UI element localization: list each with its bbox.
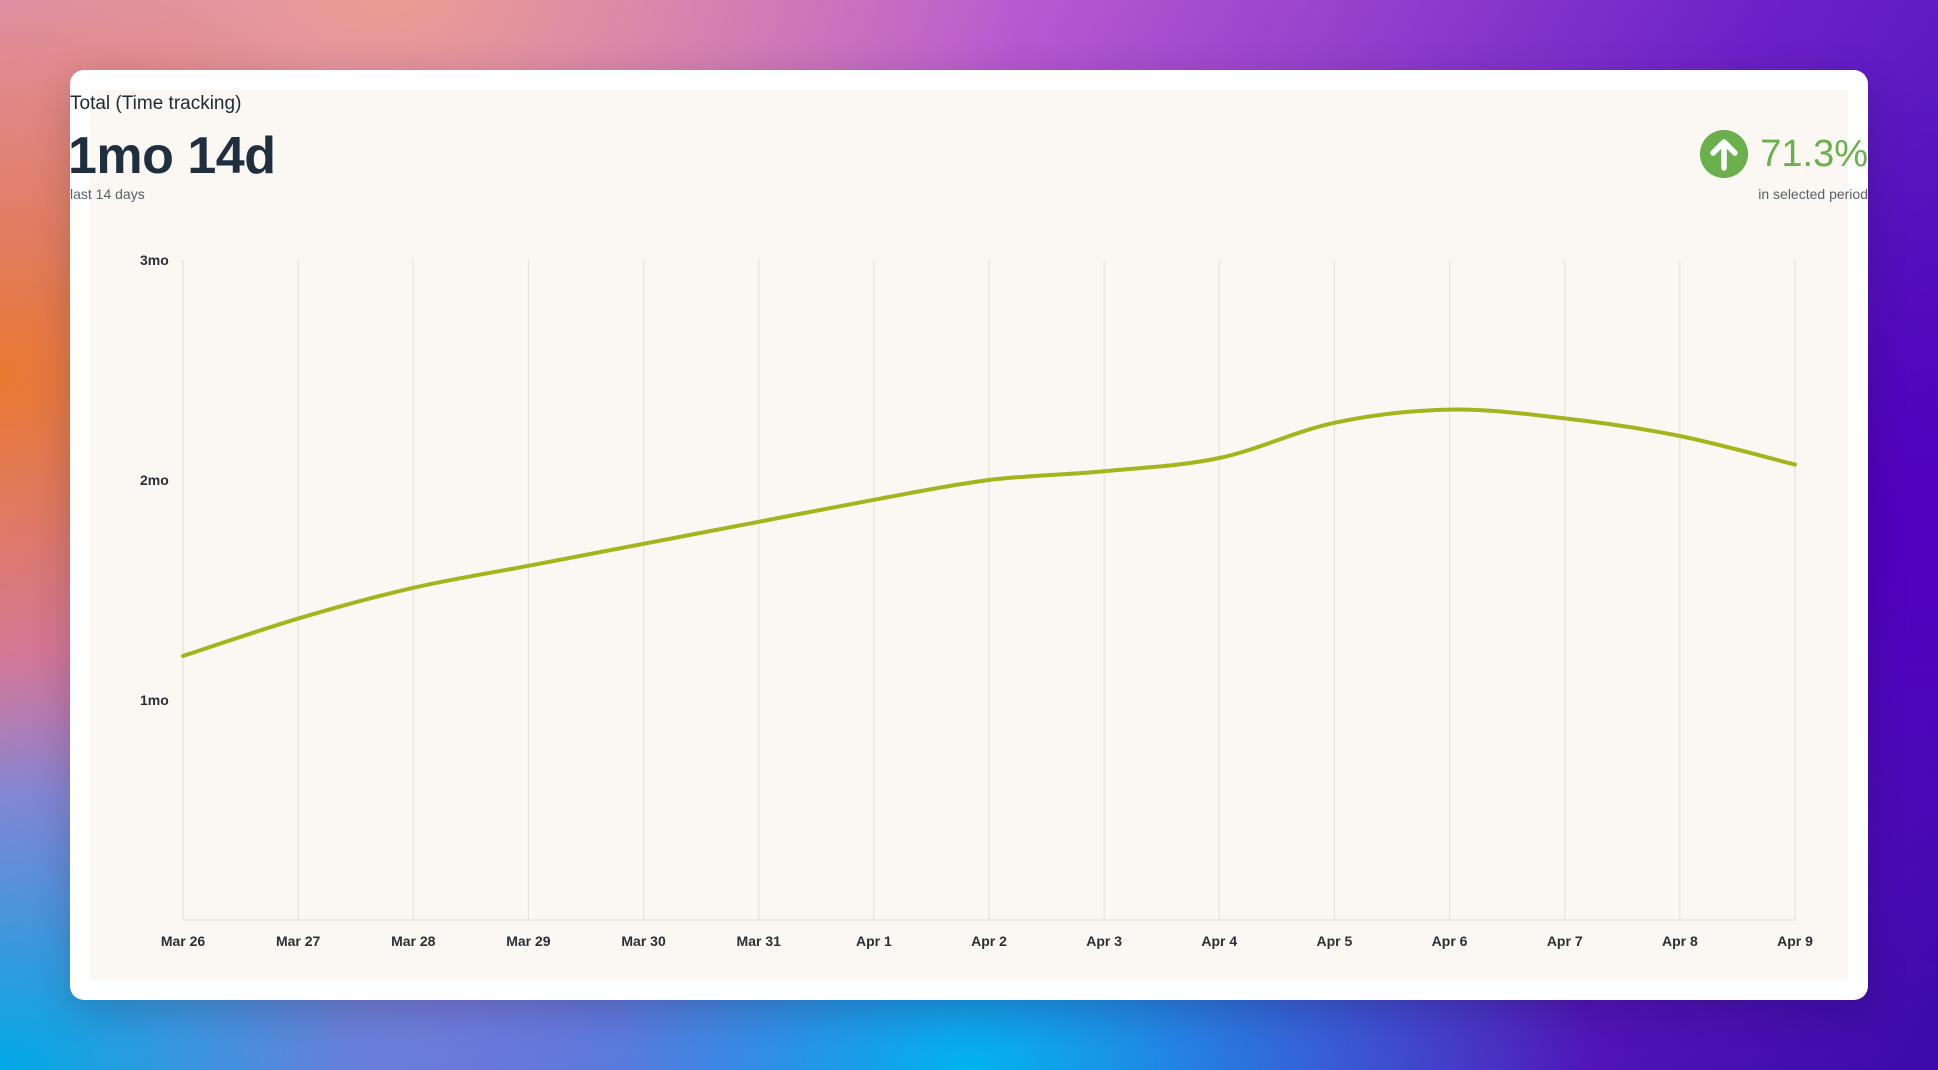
data-point[interactable] [756,519,762,525]
data-point[interactable] [871,497,877,503]
change-percent: 71.3% [1760,132,1868,175]
data-point[interactable] [986,477,992,483]
data-point[interactable] [1792,462,1798,468]
x-tick-label: Mar 28 [391,933,436,949]
x-tick-label: Apr 4 [1201,933,1237,949]
y-tick-label: 2mo [140,472,169,488]
data-point[interactable] [1677,433,1683,439]
data-point[interactable] [1101,468,1107,474]
change-indicator: 71.3% [1700,130,1868,178]
x-tick-label: Apr 1 [856,933,892,949]
x-tick-label: Mar 30 [621,933,666,949]
data-point[interactable] [1562,415,1568,421]
x-tick-label: Apr 8 [1662,933,1698,949]
chart-card [70,70,1868,1000]
chart-panel [90,90,1848,980]
series-layer [180,407,1798,659]
x-tick-label: Apr 2 [971,933,1007,949]
change-caption: in selected period [1758,186,1868,202]
arrow-up-icon [1700,130,1749,178]
y-tick-label: 3mo [140,252,169,268]
data-point[interactable] [295,616,301,622]
data-point[interactable] [1331,420,1337,426]
x-tick-label: Apr 3 [1086,933,1122,949]
data-point[interactable] [641,541,647,547]
data-point[interactable] [1216,455,1222,461]
metric-title: Total (Time tracking) [70,93,242,114]
metric-value: 1mo 14d [68,127,276,185]
x-tick-label: Mar 29 [506,933,551,949]
grid-lines [182,260,1796,921]
data-point[interactable] [1447,407,1453,413]
x-tick-label: Mar 26 [161,933,206,949]
x-tick-label: Apr 6 [1432,933,1468,949]
x-tick-label: Apr 7 [1547,933,1583,949]
data-point[interactable] [525,563,531,569]
x-tick-label: Apr 5 [1317,933,1353,949]
y-tick-label: 1mo [140,692,169,708]
series-line [181,407,1797,658]
metric-period: last 14 days [70,186,145,202]
x-tick-label: Mar 27 [276,933,321,949]
x-tick-label: Apr 9 [1777,933,1813,949]
data-point[interactable] [410,585,416,591]
x-tick-label: Mar 31 [737,933,782,949]
data-point[interactable] [180,653,186,659]
axis-labels: Mar 26 Mar 27 Mar 28 Mar 29 Mar 30 Mar 31 Apr … [140,252,1813,949]
